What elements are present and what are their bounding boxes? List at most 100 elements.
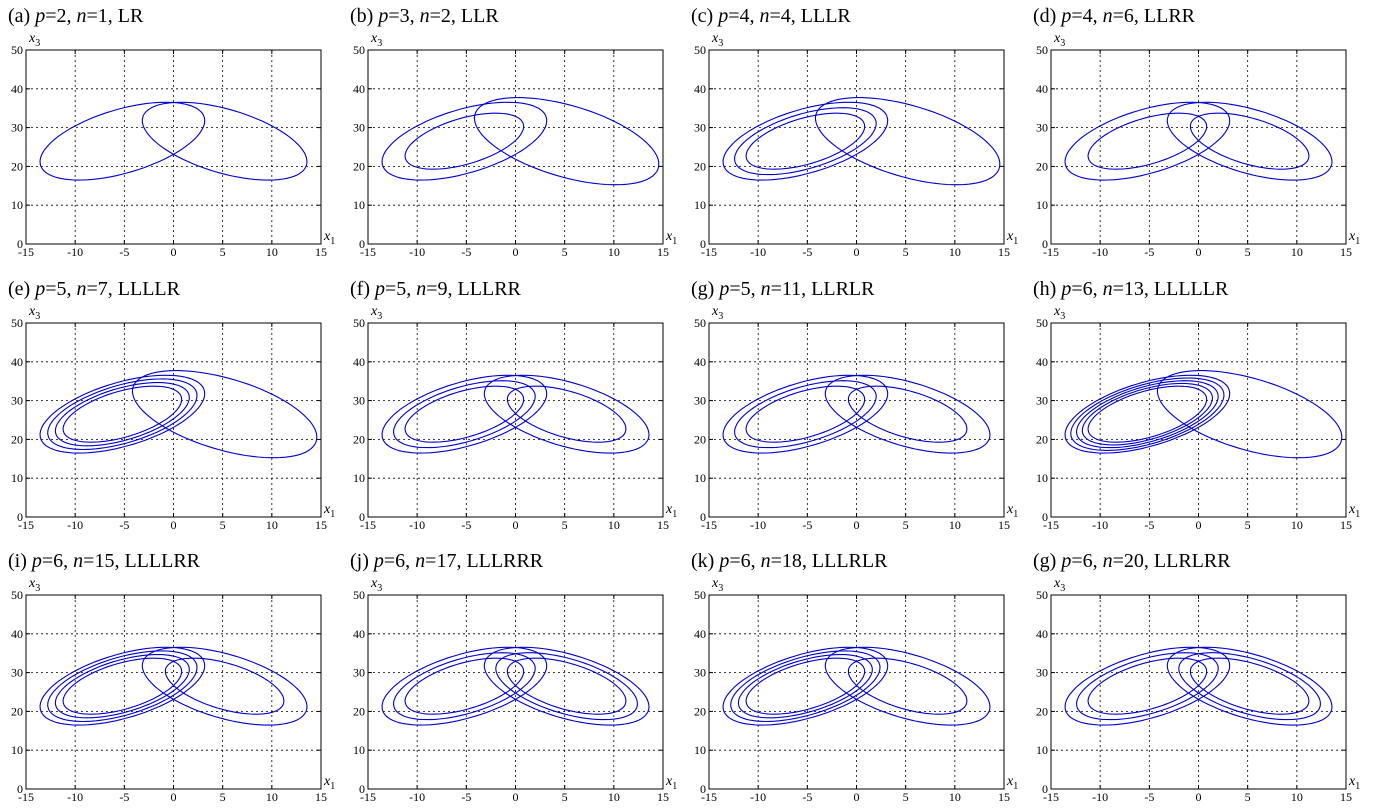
y-tick-label: 50 bbox=[11, 43, 23, 57]
orbit-loop-2 bbox=[1166, 646, 1333, 726]
y-axis-label: x3 bbox=[711, 576, 723, 594]
x-tick-label: 5 bbox=[562, 245, 568, 259]
panel-title: (j) p=6, n=17, LLLRRR bbox=[350, 550, 544, 572]
x-tick-label: -10 bbox=[1092, 790, 1108, 804]
y-tick-label: 40 bbox=[11, 627, 23, 641]
x-tick-label: 5 bbox=[1245, 790, 1251, 804]
x-tick-label: 5 bbox=[903, 518, 909, 532]
y-tick-label: 20 bbox=[1036, 432, 1048, 446]
x-tick-label: 10 bbox=[949, 518, 961, 532]
x-tick-label: -10 bbox=[750, 518, 766, 532]
orbit-loop-2 bbox=[1166, 101, 1333, 181]
y-tick-label: 40 bbox=[694, 355, 706, 369]
x-tick-label: 15 bbox=[657, 790, 669, 804]
orbit-loop-5 bbox=[847, 657, 968, 715]
orbit-loop-1 bbox=[393, 652, 536, 721]
x-tick-label: -10 bbox=[750, 245, 766, 259]
y-tick-label: 50 bbox=[694, 316, 706, 330]
x-tick-label: -5 bbox=[461, 518, 471, 532]
orbit-loop-4 bbox=[495, 652, 638, 721]
x-tick-label: 10 bbox=[266, 518, 278, 532]
orbit-loop-0 bbox=[1064, 101, 1231, 181]
x-tick-label: 15 bbox=[1340, 245, 1352, 259]
x-tick-label: -5 bbox=[802, 790, 812, 804]
orbit-loop-4 bbox=[131, 370, 318, 459]
orbit-loop-1 bbox=[47, 650, 198, 723]
orbit-loop-5 bbox=[164, 657, 285, 715]
orbit-loop-2 bbox=[54, 381, 190, 447]
y-tick-label: 30 bbox=[353, 121, 365, 135]
x-tick-label: 15 bbox=[315, 518, 327, 532]
x-tick-label: 15 bbox=[1340, 790, 1352, 804]
orbit-loop-1 bbox=[1087, 112, 1208, 170]
x-tick-label: 15 bbox=[315, 790, 327, 804]
y-axis-label: x3 bbox=[1053, 304, 1065, 322]
orbit-loop-0 bbox=[381, 101, 548, 181]
x-tick-label: 15 bbox=[998, 518, 1010, 532]
x-tick-label: 0 bbox=[1196, 245, 1202, 259]
panel-title: (g) p=5, n=11, LLRLR bbox=[691, 278, 875, 300]
x-tick-label: -5 bbox=[461, 790, 471, 804]
x-tick-label: -5 bbox=[1144, 518, 1154, 532]
x-tick-label: 5 bbox=[220, 245, 226, 259]
y-tick-label: 50 bbox=[1036, 588, 1048, 602]
orbit-loop-3 bbox=[483, 374, 650, 454]
panel-title: (f) p=5, n=9, LLLRR bbox=[350, 278, 522, 300]
x-tick-label: 5 bbox=[220, 518, 226, 532]
y-tick-label: 0 bbox=[700, 782, 706, 796]
x-tick-label: -15 bbox=[360, 245, 376, 259]
y-axis-label: x3 bbox=[711, 304, 723, 322]
y-tick-label: 20 bbox=[1036, 704, 1048, 718]
panel-2: (c) p=4, n=4, LLLR -15 -10 -5 0 5 10 15 0 10 20 30 4… bbox=[691, 5, 1018, 259]
y-tick-label: 10 bbox=[1036, 198, 1048, 212]
x-tick-label: 15 bbox=[1340, 518, 1352, 532]
orbit-loop-0 bbox=[381, 374, 548, 454]
y-tick-label: 0 bbox=[700, 510, 706, 524]
y-tick-label: 50 bbox=[353, 588, 365, 602]
orbit-loop-1 bbox=[393, 380, 536, 449]
y-tick-label: 0 bbox=[700, 237, 706, 251]
panel-title: (i) p=6, n=15, LLLLRR bbox=[8, 550, 201, 572]
y-tick-label: 20 bbox=[11, 432, 23, 446]
y-tick-label: 10 bbox=[1036, 471, 1048, 485]
x-tick-label: 10 bbox=[608, 518, 620, 532]
x-tick-label: -10 bbox=[409, 245, 425, 259]
y-tick-label: 30 bbox=[1036, 666, 1048, 680]
y-tick-label: 30 bbox=[11, 666, 23, 680]
orbit-loop-3 bbox=[814, 97, 1001, 186]
orbit-loop-1 bbox=[730, 650, 881, 723]
panel-title: (e) p=5, n=7, LLLLR bbox=[8, 278, 181, 300]
y-tick-label: 0 bbox=[359, 237, 365, 251]
y-tick-label: 30 bbox=[11, 121, 23, 135]
x-axis-label: x1 bbox=[323, 774, 335, 792]
orbit-loop-0 bbox=[39, 374, 206, 454]
y-tick-label: 50 bbox=[694, 43, 706, 57]
y-tick-label: 0 bbox=[17, 510, 23, 524]
x-tick-label: -15 bbox=[701, 518, 717, 532]
x-tick-label: -10 bbox=[409, 790, 425, 804]
x-tick-label: -15 bbox=[1043, 790, 1059, 804]
x-tick-label: -15 bbox=[701, 790, 717, 804]
x-tick-label: -10 bbox=[750, 790, 766, 804]
orbit-loop-3 bbox=[62, 385, 183, 443]
x-tick-label: 10 bbox=[1291, 245, 1303, 259]
x-axis-label: x1 bbox=[1006, 502, 1018, 520]
y-tick-label: 10 bbox=[353, 198, 365, 212]
x-axis-label: x1 bbox=[665, 774, 677, 792]
x-tick-label: 5 bbox=[562, 518, 568, 532]
y-tick-label: 10 bbox=[11, 743, 23, 757]
panel-title: (d) p=4, n=6, LLRR bbox=[1033, 5, 1196, 27]
y-tick-label: 20 bbox=[694, 159, 706, 173]
orbit-loop-3 bbox=[1087, 657, 1208, 715]
x-tick-label: -5 bbox=[461, 245, 471, 259]
orbit-loop-0 bbox=[722, 374, 889, 454]
y-tick-label: 40 bbox=[353, 627, 365, 641]
orbit-loop-4 bbox=[745, 657, 866, 715]
x-tick-label: -15 bbox=[18, 518, 34, 532]
orbit-loop-2 bbox=[1076, 380, 1219, 449]
panel-4: (e) p=5, n=7, LLLLR -15 -10 -5 0 5 10 15 0 10 20 30… bbox=[8, 278, 335, 532]
x-tick-label: -5 bbox=[1144, 245, 1154, 259]
x-tick-label: 0 bbox=[513, 790, 519, 804]
x-tick-label: -5 bbox=[802, 245, 812, 259]
